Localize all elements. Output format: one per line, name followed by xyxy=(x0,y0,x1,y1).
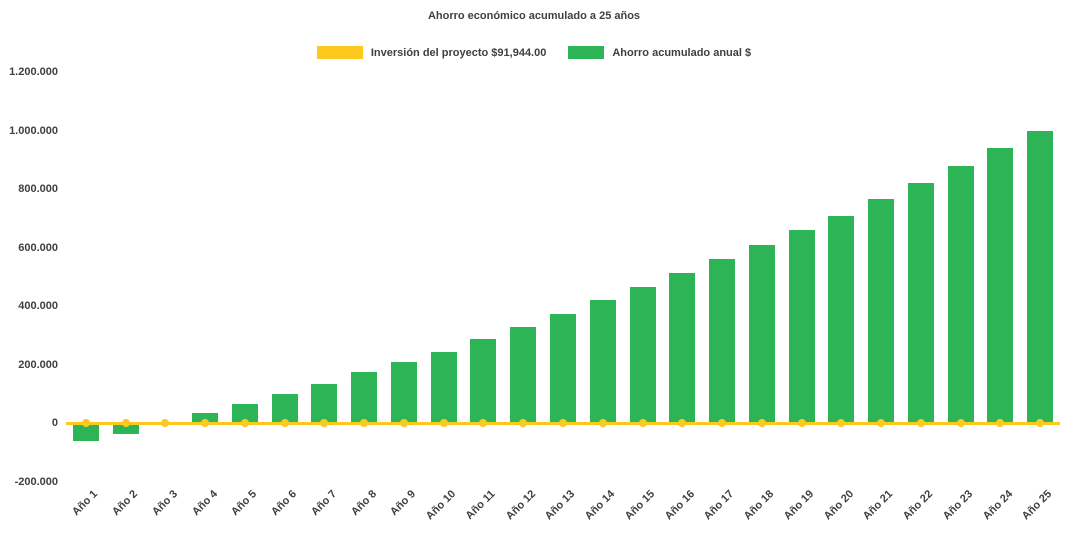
chart-title: Ahorro económico acumulado a 25 años xyxy=(427,10,641,22)
investment-line-marker xyxy=(678,419,687,428)
investment-line-marker xyxy=(1036,419,1045,428)
bar xyxy=(907,183,934,424)
investment-line-marker xyxy=(877,419,886,428)
y-axis-label: 600.000 xyxy=(18,241,58,254)
bar xyxy=(311,383,338,424)
investment-line-marker xyxy=(280,419,289,428)
y-axis-label: 1.000.000 xyxy=(9,124,58,137)
x-axis-label: Año 9 xyxy=(388,488,419,519)
x-axis-label: Año 13 xyxy=(543,488,578,523)
y-axis-label: 1.200.000 xyxy=(9,66,58,78)
legend: Inversión del proyecto $91,944.00 Ahorro… xyxy=(0,46,1068,59)
x-axis-label: Año 4 xyxy=(189,488,220,519)
x-axis-label: Año 15 xyxy=(622,488,658,523)
bar xyxy=(271,394,298,424)
investment-line-marker xyxy=(638,419,647,428)
investment-line-marker xyxy=(837,419,846,428)
investment-line-marker xyxy=(81,419,90,428)
bar xyxy=(828,215,855,424)
x-axis-label: Año 21 xyxy=(861,488,896,523)
x-axis-label: Año 10 xyxy=(423,488,459,523)
investment-line-marker xyxy=(360,419,369,428)
y-axis-label: 800.000 xyxy=(18,183,58,196)
investment-line-marker xyxy=(559,419,567,428)
investment-line-marker xyxy=(718,419,727,428)
legend-item-savings: Ahorro acumulado anual $ xyxy=(568,46,751,59)
bar xyxy=(868,199,895,424)
investment-line-marker xyxy=(757,419,766,428)
x-axis-label: Año 12 xyxy=(503,488,538,523)
bar xyxy=(788,230,815,424)
bar xyxy=(112,423,139,434)
investment-line-marker xyxy=(201,419,210,428)
bar xyxy=(231,404,258,424)
bar xyxy=(351,372,378,424)
investment-line-marker xyxy=(519,419,528,428)
x-axis-label: Año 19 xyxy=(781,488,817,523)
x-axis-label: Año 1 xyxy=(70,488,101,519)
x-axis-label: Año 20 xyxy=(821,488,856,523)
bar xyxy=(629,287,656,424)
bar xyxy=(72,423,99,441)
investment-line-marker xyxy=(916,419,925,428)
investment-line-marker xyxy=(399,419,408,428)
bar xyxy=(470,338,497,424)
bar xyxy=(550,313,576,424)
bar xyxy=(430,351,457,424)
bar xyxy=(390,361,417,424)
y-axis-label: -200.000 xyxy=(14,476,58,488)
bar xyxy=(669,272,696,424)
y-axis-label: 400.000 xyxy=(18,300,58,313)
investment-line-marker xyxy=(240,419,249,428)
investment-line-marker xyxy=(996,419,1005,428)
x-axis-label: Año 22 xyxy=(900,488,936,523)
x-axis-label: Año 17 xyxy=(702,488,737,523)
savings-swatch xyxy=(568,46,605,59)
y-axis-label: 0 xyxy=(51,417,58,430)
x-axis-label: Año 16 xyxy=(662,488,697,523)
investment-line-marker xyxy=(598,419,607,428)
legend-label-investment: Inversión del proyecto $91,944.00 xyxy=(370,46,547,59)
legend-label-savings: Ahorro acumulado anual $ xyxy=(612,46,752,59)
bar xyxy=(987,148,1014,424)
bar xyxy=(947,165,974,424)
bar xyxy=(589,300,616,424)
legend-item-investment: Inversión del proyecto $91,944.00 xyxy=(316,46,547,59)
x-axis-label: Año 7 xyxy=(308,488,339,519)
investment-line-marker xyxy=(161,419,170,428)
x-axis-label: Año 6 xyxy=(269,488,300,519)
x-axis-label: Año 14 xyxy=(582,488,618,523)
bar xyxy=(748,244,775,424)
bar xyxy=(510,326,537,424)
investment-line-marker xyxy=(121,419,130,428)
x-axis-label: Año 18 xyxy=(741,488,777,523)
x-axis-label: Año 24 xyxy=(980,488,1015,523)
y-axis-label: 200.000 xyxy=(18,358,58,371)
investment-line-marker xyxy=(956,419,965,428)
bar xyxy=(192,413,219,424)
x-axis-label: Año 11 xyxy=(463,488,498,522)
investment-line-marker xyxy=(439,419,448,428)
bar xyxy=(709,259,736,424)
x-axis-label: Año 8 xyxy=(348,488,379,519)
investment-line-marker xyxy=(797,419,806,428)
x-axis-label: Año 3 xyxy=(149,488,180,519)
investment-line-marker xyxy=(479,419,488,428)
bar xyxy=(1027,130,1054,424)
x-axis-label: Año 23 xyxy=(940,488,976,523)
x-axis-label: Año 25 xyxy=(1020,488,1055,523)
x-axis-label: Año 2 xyxy=(110,488,141,519)
x-axis-label: Año 5 xyxy=(229,488,260,519)
investment-swatch xyxy=(316,46,363,59)
investment-line-marker xyxy=(320,419,329,428)
